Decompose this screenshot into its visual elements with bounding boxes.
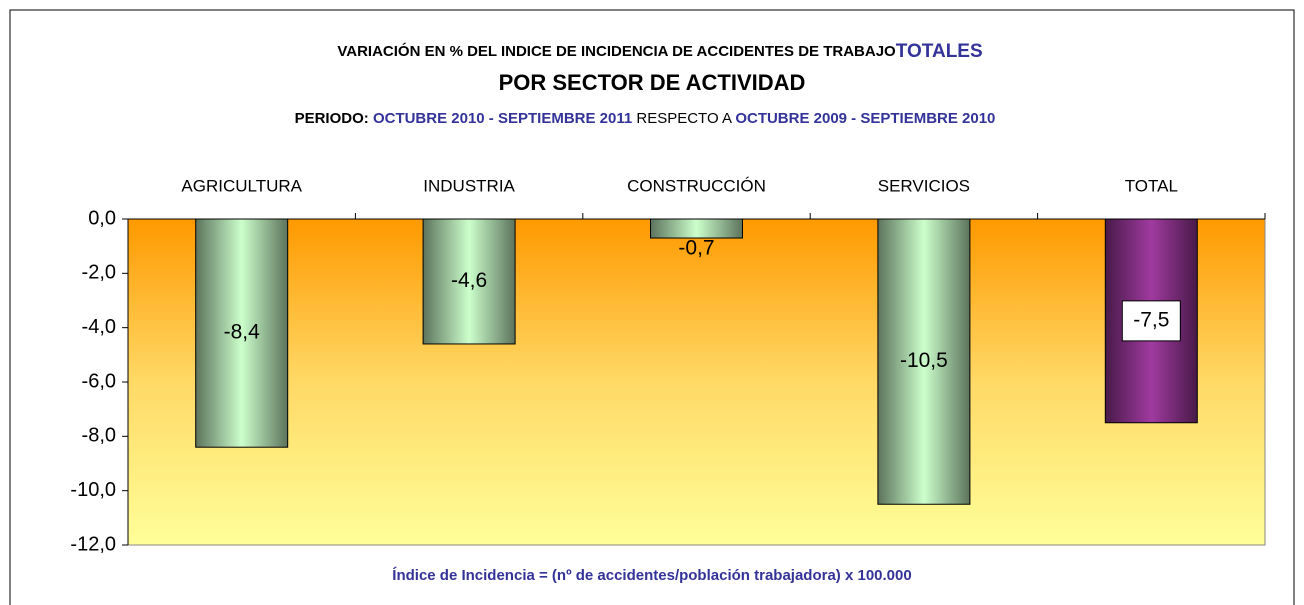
y-tick-label: 0,0 <box>88 207 116 229</box>
x-tick-label: INDUSTRIA <box>423 176 515 195</box>
x-tick-label: TOTAL <box>1125 176 1178 195</box>
plot-area <box>127 218 1266 546</box>
x-tick-label: AGRICULTURA <box>181 176 302 195</box>
y-tick-label: -4,0 <box>82 316 116 338</box>
value-label: -7,5 <box>1133 308 1169 331</box>
bar <box>650 218 743 239</box>
label-box <box>1121 300 1181 342</box>
value-label: -4,6 <box>451 269 487 292</box>
chart-subtitle: POR SECTOR DE ACTIVIDAD <box>499 70 806 95</box>
y-tick-label: -2,0 <box>82 262 116 284</box>
value-label: -0,7 <box>678 237 714 260</box>
y-tick-label: -10,0 <box>70 479 116 501</box>
chart-title: VARIACIÓN EN % DEL INDICE DE INCIDENCIA … <box>337 41 982 62</box>
x-tick-label: SERVICIOS <box>878 176 970 195</box>
y-tick-label: -6,0 <box>82 370 116 392</box>
x-tick-label: CONSTRUCCIÓN <box>627 176 766 195</box>
y-tick-label: -12,0 <box>70 533 116 555</box>
bar <box>422 218 516 345</box>
period: PERIODO: OCTUBRE 2010 - SEPTIEMBRE 2011 … <box>295 110 996 127</box>
value-label: -8,4 <box>224 321 261 344</box>
bar <box>195 218 289 448</box>
bar <box>877 218 971 505</box>
note: Índice de Incidencia = (nº de accidentes… <box>392 567 911 584</box>
y-tick-label: -8,0 <box>82 425 116 447</box>
value-label: -10,5 <box>900 349 948 372</box>
